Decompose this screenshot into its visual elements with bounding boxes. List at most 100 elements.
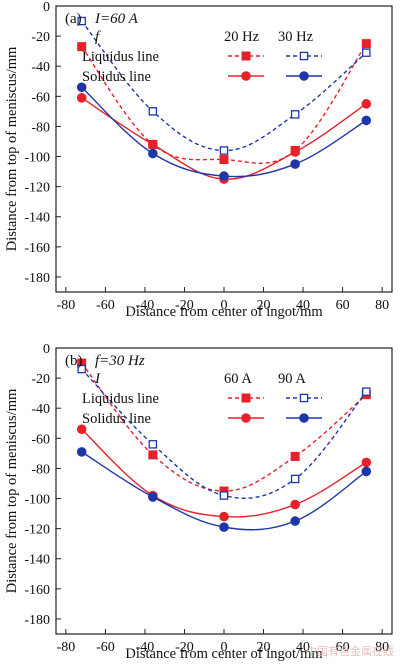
x-tick-label: -60	[96, 640, 115, 655]
data-point	[290, 110, 300, 119]
y-tick-label: -80	[31, 120, 50, 135]
x-axis-title: Distance from center of ingot/mm	[125, 304, 323, 320]
y-tick-label: -40	[31, 402, 50, 417]
data-point	[361, 457, 372, 468]
data-point	[362, 48, 371, 57]
data-point	[148, 450, 158, 460]
data-point	[361, 99, 372, 109]
y-tick-label: -20	[31, 30, 50, 45]
data-point	[290, 474, 300, 484]
x-tick-label: -40	[136, 640, 155, 655]
x-tick-label: -20	[175, 640, 194, 655]
data-point	[290, 516, 300, 526]
data-point	[362, 387, 371, 396]
data-point	[219, 491, 229, 500]
data-point	[77, 364, 86, 374]
x-tick-label: 20	[257, 298, 271, 313]
legend-header: 20 Hz	[224, 29, 260, 45]
data-point	[77, 16, 86, 26]
legend-swatch-marker	[241, 413, 251, 423]
legend-swatch-marker	[241, 51, 251, 61]
x-tick-label: 20	[257, 640, 271, 655]
data-point	[219, 155, 229, 165]
x-tick-label: 0	[221, 640, 228, 655]
legend-header: 30 Hz	[278, 29, 314, 45]
data-point	[148, 107, 158, 116]
x-tick-label: -60	[96, 298, 115, 313]
data-point	[76, 82, 87, 93]
series-line	[81, 97, 367, 180]
panel-label: (a)	[65, 11, 82, 27]
x-tick-label: -80	[57, 298, 76, 313]
data-point	[290, 499, 300, 510]
data-point	[361, 39, 371, 49]
series-line	[81, 428, 367, 518]
condition-line-2: f	[95, 29, 101, 45]
data-point	[148, 440, 158, 449]
x-tick-label: 80	[375, 298, 389, 313]
y-tick-label: -80	[31, 462, 50, 477]
series-line	[81, 368, 367, 499]
y-tick-label: -100	[24, 493, 50, 508]
data-point	[219, 171, 229, 181]
chart-panel-b: 0 -20 -40 -60 -80 -100 -120 -140 -160 -180 -80 -60 -…	[4, 342, 393, 662]
data-point	[76, 424, 87, 435]
legend-label: Solidus line	[82, 69, 151, 85]
data-point	[76, 93, 87, 103]
data-point	[361, 466, 372, 477]
x-tick-label: 0	[221, 298, 228, 313]
condition-line-1: f=30 Hz	[95, 353, 145, 369]
chart-panel-a: 0 -20 -40 -60 -80 -100 -120 -140 -160 -180 -80 -60 -…	[4, 0, 393, 320]
y-tick-label: -160	[24, 583, 50, 598]
data-point	[290, 159, 300, 169]
y-tick-label: -100	[24, 151, 50, 166]
x-axis-title: Distance from center of ingot/mm	[125, 646, 323, 662]
x-tick-label: 40	[296, 640, 310, 655]
y-tick-label: -120	[24, 523, 50, 538]
x-tick-label: 60	[336, 640, 350, 655]
x-tick-label: -80	[57, 640, 76, 655]
y-tick-label: 0	[43, 342, 50, 357]
watermark-text: 中国有色金属在线	[306, 645, 394, 658]
data-point	[219, 146, 229, 155]
y-tick-label: -60	[31, 90, 50, 105]
data-point	[76, 447, 87, 457]
data-point	[219, 522, 229, 532]
legend-label: Solidus line	[82, 411, 151, 427]
x-tick-label: -40	[136, 298, 155, 313]
data-point	[148, 492, 158, 502]
panel-label: (b)	[65, 353, 83, 369]
legend-swatch-marker	[241, 393, 251, 403]
data-point	[290, 451, 300, 461]
y-tick-label: 0	[43, 0, 50, 15]
y-tick-label: -180	[24, 271, 50, 286]
data-point	[290, 147, 300, 157]
y-tick-label: -140	[24, 211, 50, 226]
data-point	[148, 148, 158, 159]
y-tick-label: -40	[31, 60, 50, 75]
x-tick-label: -20	[175, 298, 194, 313]
y-tick-label: -60	[31, 432, 50, 447]
y-axis-title: Distance from top of meniscus/mm	[4, 388, 20, 593]
y-tick-label: -120	[24, 181, 50, 196]
data-point	[77, 42, 87, 52]
data-point	[219, 511, 229, 522]
legend-swatch-marker	[299, 71, 309, 81]
legend-label: Liquidus line	[82, 391, 159, 407]
y-axis-title: Distance from top of meniscus/mm	[4, 46, 20, 251]
legend-swatch-marker	[299, 393, 309, 403]
legend-header: 90 A	[278, 371, 306, 387]
data-point	[361, 115, 372, 126]
condition-line-1: I=60 A	[94, 11, 139, 27]
y-tick-label: -180	[24, 613, 50, 628]
legend-swatch-marker	[299, 413, 309, 423]
legend-header: 60 A	[224, 371, 252, 387]
legend-swatch-marker	[241, 71, 251, 81]
legend-swatch-marker	[299, 51, 309, 61]
y-tick-label: -20	[31, 372, 50, 387]
x-tick-label: 80	[375, 640, 389, 655]
condition-line-2: I	[94, 371, 101, 387]
y-tick-label: -160	[24, 241, 50, 256]
